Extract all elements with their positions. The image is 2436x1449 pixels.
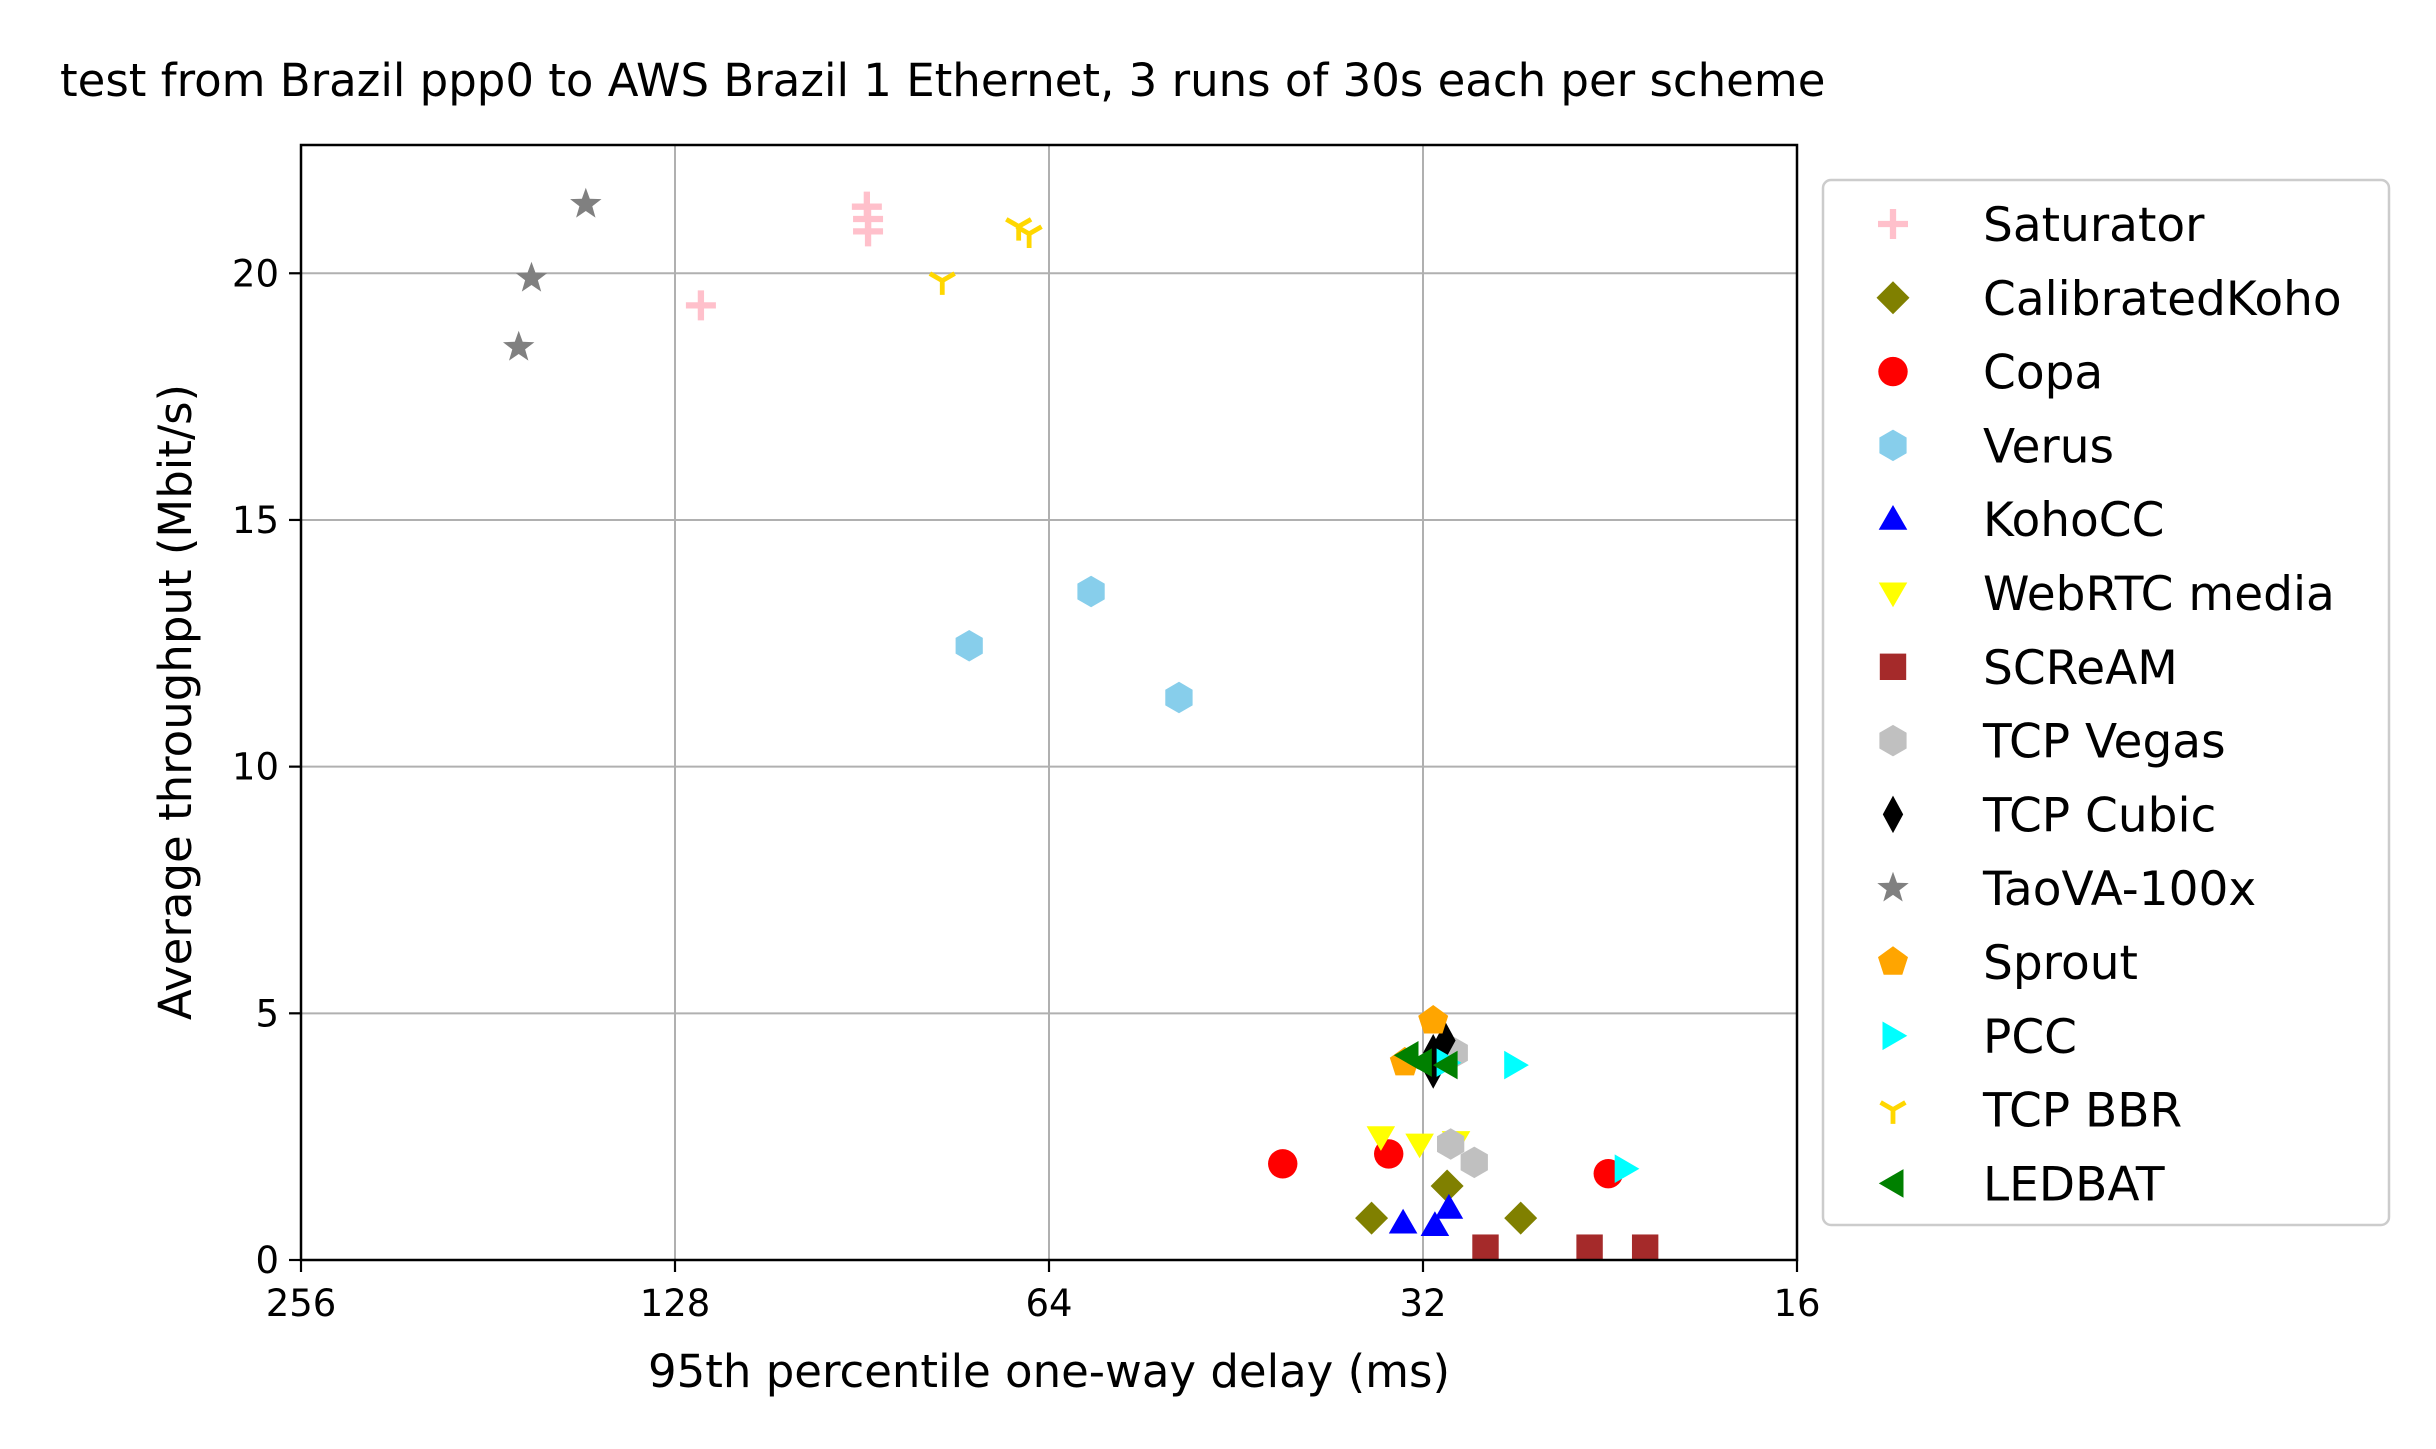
- legend-label-scream: SCReAM: [1983, 641, 2178, 696]
- point-kohocc: [1420, 1211, 1450, 1236]
- point-ledbat: [1407, 1048, 1432, 1077]
- point-saturator: [853, 204, 884, 235]
- legend-label-webrtc-media: WebRTC media: [1983, 567, 2335, 622]
- point-copa: [1268, 1149, 1298, 1179]
- legend-box: [1821, 178, 2391, 1227]
- y-tick-label: 10: [232, 746, 279, 789]
- legend-label-taova-100x: TaoVA-100x: [1982, 862, 2256, 917]
- legend-marker-copa: [1878, 356, 1908, 387]
- data-points: [503, 187, 1659, 1261]
- point-verus: [955, 630, 983, 662]
- point-scream: [1631, 1234, 1659, 1261]
- point-scream: [1576, 1234, 1603, 1261]
- x-axis-label: 95th percentile one-way delay (ms): [648, 1345, 1450, 1398]
- y-tick-label: 20: [232, 252, 279, 295]
- point-tcp-bbr: [1015, 224, 1043, 249]
- point-taova-100x: [503, 330, 535, 361]
- legend-label-tcp-bbr: TCP BBR: [1982, 1084, 2182, 1139]
- point-tcp-cubic: [1435, 1021, 1456, 1060]
- legend-label-ledbat: LEDBAT: [1983, 1157, 2165, 1212]
- legend-marker-tcp-vegas: [1879, 724, 1907, 757]
- x-tick-label: 32: [1399, 1282, 1446, 1325]
- x-tick-label: 256: [266, 1282, 337, 1325]
- x-tick-label: 16: [1773, 1282, 1820, 1325]
- point-sprout: [1418, 1005, 1449, 1034]
- legend-marker-saturator: [1878, 209, 1908, 239]
- legend-label-calibratedkoho: CalibratedKoho: [1983, 272, 2342, 327]
- legend-label-pcc: PCC: [1983, 1010, 2077, 1065]
- point-webrtc-media: [1405, 1133, 1434, 1159]
- legend-marker-tcp-cubic: [1882, 795, 1904, 834]
- point-pcc: [1614, 1154, 1640, 1183]
- point-calibratedkoho: [1504, 1201, 1538, 1235]
- point-calibratedkoho: [1430, 1169, 1464, 1203]
- legend-label-copa: Copa: [1983, 346, 2103, 401]
- legend-label-tcp-cubic: TCP Cubic: [1982, 788, 2216, 843]
- legend-marker-ledbat: [1878, 1169, 1904, 1198]
- y-axis-label: Average throughput (Mbit/s): [149, 384, 202, 1020]
- y-tick-label: 0: [255, 1239, 279, 1282]
- point-tcp-bbr: [928, 271, 956, 295]
- legend-marker-tcp-bbr: [1879, 1100, 1907, 1124]
- point-tcp-vegas: [1460, 1146, 1488, 1179]
- legend-label-saturator: Saturator: [1983, 198, 2205, 253]
- point-verus: [1165, 681, 1193, 714]
- point-taova-100x: [570, 187, 602, 218]
- point-webrtc-media: [1366, 1126, 1396, 1151]
- point-pcc: [1504, 1050, 1529, 1080]
- legend-marker-sprout: [1878, 946, 1908, 975]
- point-saturator: [685, 290, 716, 321]
- legend-marker-pcc: [1882, 1021, 1908, 1051]
- legend-marker-verus: [1879, 429, 1907, 462]
- x-tick-label: 128: [640, 1282, 711, 1325]
- legend-label-verus: Verus: [1983, 419, 2114, 474]
- point-calibratedkoho: [1355, 1201, 1389, 1235]
- point-tcp-vegas: [1437, 1128, 1465, 1160]
- legend-label-tcp-vegas: TCP Vegas: [1982, 715, 2226, 770]
- legend-marker-webrtc-media: [1878, 582, 1908, 608]
- x-tick-label: 64: [1025, 1282, 1072, 1325]
- chart-title: test from Brazil ppp0 to AWS Brazil 1 Et…: [60, 54, 1825, 107]
- point-verus: [1077, 575, 1105, 608]
- legend-label-sprout: Sprout: [1983, 936, 2138, 991]
- point-taova-100x: [515, 261, 548, 292]
- point-kohocc: [1434, 1193, 1464, 1219]
- legend-label-kohocc: KohoCC: [1983, 493, 2164, 548]
- point-scream: [1472, 1234, 1499, 1261]
- legend: Saturator CalibratedKoho Copa Verus KohoCC We…: [1876, 198, 2342, 1212]
- legend-marker-calibratedkoho: [1876, 281, 1910, 315]
- grid-lines: [301, 145, 1797, 1260]
- legend-marker-kohocc: [1878, 505, 1908, 530]
- y-tick-label: 15: [232, 499, 279, 542]
- legend-marker-scream: [1879, 653, 1907, 680]
- legend-marker-taova-100x: [1877, 871, 1909, 902]
- y-tick-label: 5: [255, 992, 279, 1035]
- axis-ticks: 256 128 64 32 16 0 5 10 15 20: [232, 252, 1821, 1325]
- point-ledbat: [1432, 1050, 1458, 1080]
- point-kohocc: [1388, 1208, 1418, 1234]
